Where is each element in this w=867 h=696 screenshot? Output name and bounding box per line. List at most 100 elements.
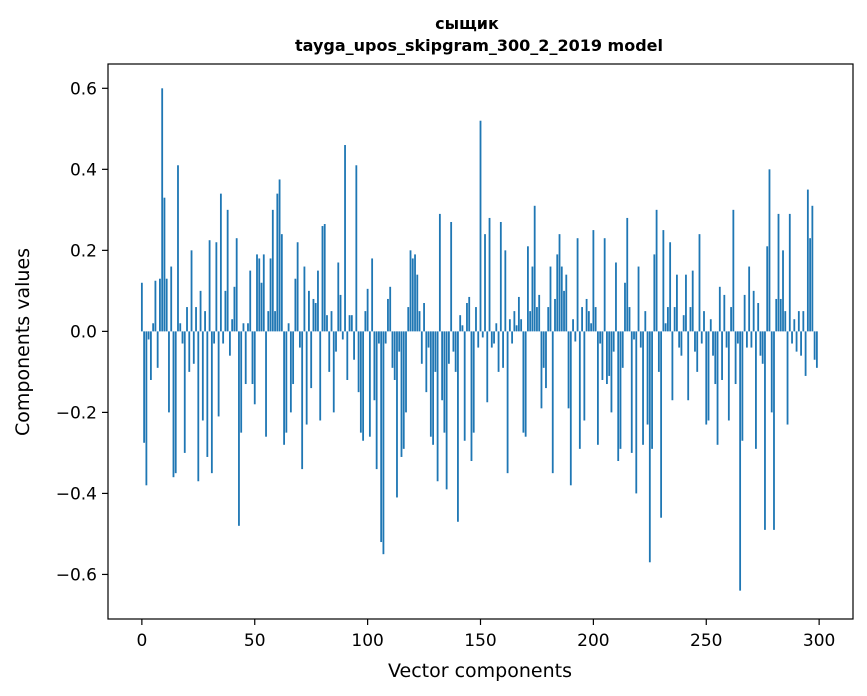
bar-7 [156,331,159,368]
bar-167 [517,296,520,332]
bar-266 [741,331,744,441]
bar-155 [490,331,493,348]
bar-138 [452,331,455,352]
bar-128 [429,331,432,437]
bar-283 [779,298,782,332]
bar-84 [330,311,333,332]
bar-90 [344,145,346,332]
bar-131 [436,331,439,482]
bar-37 [224,290,227,332]
bar-35 [219,193,222,332]
bar-34 [217,331,220,417]
bar-36 [222,331,225,344]
bar-221 [639,331,642,348]
bar-260 [727,331,730,421]
bar-70 [298,331,301,348]
bar-256 [718,286,721,332]
bar-40 [231,319,234,332]
bar-92 [348,315,351,332]
bar-286 [786,331,789,425]
chart-subtitle: tayga_upos_skipgram_300_2_2019 model [295,36,663,55]
bar-61 [278,179,281,332]
bar-233 [666,307,669,332]
chart-title: сыщик [435,14,499,33]
bar-122 [416,274,419,332]
bar-24 [195,307,197,332]
bar-141 [459,315,462,332]
bar-55 [265,331,267,437]
bar-261 [730,307,732,332]
bar-214 [624,282,626,332]
bar-80 [321,226,324,332]
bar-285 [784,311,787,332]
bar-56 [267,311,270,332]
bar-252 [709,319,712,332]
bar-235 [671,331,674,401]
x-tick-label: 150 [464,631,496,651]
bar-171 [527,246,529,332]
bar-163 [508,319,511,332]
bar-119 [409,250,412,332]
bar-125 [423,303,425,332]
bar-161 [504,250,507,332]
bar-180 [547,307,550,332]
bar-41 [233,286,236,332]
bar-160 [502,331,504,368]
bar-23 [192,331,195,364]
bar-15 [174,331,177,474]
bar-142 [461,325,464,332]
bar-123 [418,311,421,332]
bar-189 [567,331,570,409]
bar-199 [590,323,593,332]
bar-143 [463,331,466,441]
bar-132 [438,213,441,332]
bar-39 [229,331,231,356]
bar-26 [199,290,202,332]
bar-46 [244,331,247,385]
bar-82 [326,315,328,332]
bar-255 [716,331,719,445]
bar-213 [621,331,624,368]
bar-290 [795,331,798,352]
bar-243 [689,307,692,332]
bar-218 [633,331,635,340]
bar-147 [472,331,475,433]
bar-237 [676,274,678,332]
bar-121 [414,254,416,332]
y-axis-label: Components values [12,248,34,436]
bar-72 [303,266,306,332]
bar-271 [752,290,755,332]
bar-282 [777,213,780,332]
bar-146 [470,331,473,462]
bar-198 [587,311,590,332]
bar-288 [791,331,793,344]
bar-223 [644,311,647,332]
bar-18 [181,331,184,344]
bar-187 [563,290,565,332]
bar-53 [260,282,263,332]
bar-202 [596,331,599,445]
bar-100 [366,288,369,332]
bar-12 [168,331,170,413]
bar-42 [235,238,238,332]
bar-183 [554,298,556,332]
bar-73 [305,331,308,425]
bar-78 [317,270,319,332]
bar-240 [682,315,685,332]
bar-120 [411,258,414,332]
bar-170 [524,331,527,437]
bar-110 [389,286,392,332]
bar-165 [513,311,516,332]
bar-229 [657,331,660,372]
bar-292 [800,331,802,356]
bar-9 [161,88,164,332]
bar-43 [238,331,240,526]
bar-59 [274,311,276,332]
bar-166 [515,325,518,332]
bar-188 [565,274,568,332]
bar-280 [773,331,775,530]
bar-217 [630,331,633,453]
bar-11 [165,278,168,332]
bar-113 [396,331,398,498]
x-tick-label: 50 [244,631,266,651]
